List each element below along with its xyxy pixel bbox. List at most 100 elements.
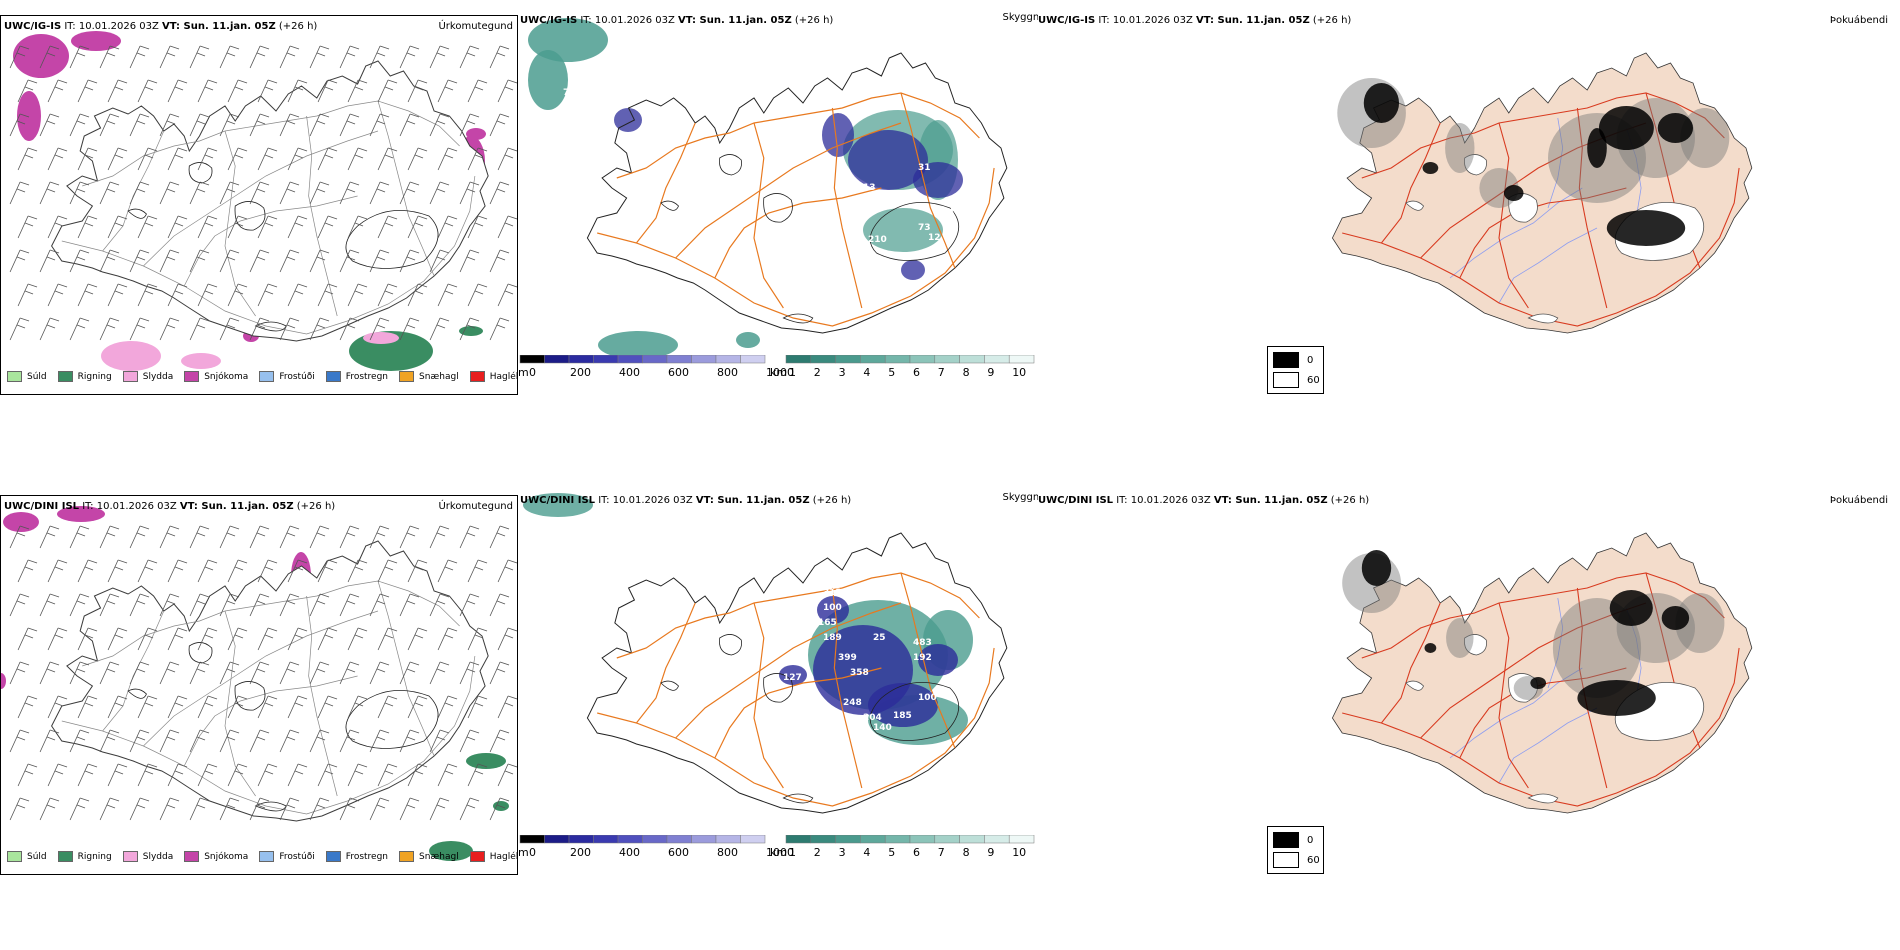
wind-barb <box>249 45 270 69</box>
fog-legend-swatch <box>1273 372 1299 388</box>
cloud-base-tick: 200 <box>570 846 591 859</box>
lead-time: (+26 h) <box>791 15 834 26</box>
wind-barb <box>39 797 60 821</box>
wind-barb <box>69 181 90 205</box>
wind-barb <box>279 45 300 69</box>
panel-title: Skyggni <box>1002 492 1038 503</box>
cloud-base-colorbar-bar <box>519 355 766 364</box>
wind-barb <box>227 559 248 583</box>
fog-gray-area <box>1675 593 1725 653</box>
wind-barb <box>219 525 240 549</box>
wind-barb <box>99 729 120 753</box>
wind-barb <box>39 249 60 273</box>
wind-barb <box>197 559 218 583</box>
wind-barb <box>377 215 398 239</box>
road-line <box>635 122 696 244</box>
legend-swatch <box>184 371 200 382</box>
glacier-outline <box>1405 680 1425 691</box>
wind-barb <box>279 661 300 685</box>
wind-barb <box>99 45 120 69</box>
wind-barb <box>429 317 450 341</box>
map-value-label: 483 <box>913 638 932 648</box>
wind-barb <box>39 181 60 205</box>
river-line <box>1449 187 1583 279</box>
glacier-outline <box>1527 313 1559 324</box>
legend-item: Frostúði <box>259 851 315 862</box>
wind-barb <box>137 215 158 239</box>
wind-barb <box>399 113 420 137</box>
cloud-base-colorbar-bar <box>519 835 766 844</box>
map-value-label: 13 <box>863 183 876 193</box>
wind-barb <box>219 317 240 341</box>
visibility-colorbar-bar <box>785 355 1035 364</box>
wind-barb <box>489 317 510 341</box>
road-line <box>143 130 379 267</box>
wind-barb <box>69 593 90 617</box>
visibility-colorbar-bar <box>785 835 1035 844</box>
wind-barb <box>407 763 428 787</box>
cloud-base-tick: 400 <box>619 846 640 859</box>
rain-area <box>351 351 371 361</box>
fog-legend-swatch <box>1273 832 1299 848</box>
valid-time: Sun. 11.jan. 05Z <box>1217 15 1310 26</box>
wind-barb <box>437 215 458 239</box>
wind-barb <box>39 661 60 685</box>
wind-barb <box>219 797 240 821</box>
valid-time-label: VT: <box>1196 15 1218 26</box>
wind-barb <box>47 215 68 239</box>
wind-barb <box>189 181 210 205</box>
wind-barb <box>189 317 210 341</box>
wind-barb <box>497 215 517 239</box>
legend-label: Frostúði <box>279 851 315 862</box>
colorbar-step <box>544 835 570 844</box>
road-line <box>597 647 995 807</box>
wind-barb <box>287 283 308 307</box>
wind-barb <box>407 215 428 239</box>
fog-dense-area <box>1606 210 1686 246</box>
model-name: UWC/DINI ISL <box>520 495 596 506</box>
wind-barb <box>17 147 38 171</box>
road-line <box>1576 107 1608 309</box>
wind-barb <box>467 283 488 307</box>
visibility-tick: 1 <box>789 846 796 859</box>
wind-barb <box>47 147 68 171</box>
legend-swatch <box>259 371 275 382</box>
visibility-panel: 312 100 165 189 399 358 25 483 192 248 204 140 185 10… <box>518 490 1038 870</box>
map-value-label: 248 <box>843 698 862 708</box>
precip-legend: Súld Rigning Slydda Snjókoma Frostúði Frostre… <box>7 851 517 862</box>
wind-barb <box>407 283 428 307</box>
legend-swatch <box>7 371 22 382</box>
cloud-base-tick: 200 <box>570 366 591 379</box>
wind-barb <box>167 147 188 171</box>
wind-barb <box>69 317 90 341</box>
snow-area <box>1 673 6 689</box>
fog-map <box>1331 52 1753 334</box>
wind-barb <box>159 181 180 205</box>
wind-barb <box>399 317 420 341</box>
wind-barb <box>407 147 428 171</box>
wind-barb <box>407 559 428 583</box>
legend-item: Frostregn <box>325 371 388 382</box>
visibility-tick: 3 <box>838 846 846 859</box>
fog-legend-label: 60 <box>1307 854 1320 866</box>
panel-header: UWC/DINI ISL IT: 10.01.2026 03Z VT: Sun.… <box>4 501 335 512</box>
colorbar-step <box>666 355 692 364</box>
map-value-label: 31 <box>918 163 931 173</box>
wind-barb <box>249 181 270 205</box>
valid-time-label: VT: <box>695 495 718 506</box>
wind-barb <box>369 45 390 69</box>
road-line <box>102 130 165 252</box>
wind-barb <box>339 181 360 205</box>
iceland-map <box>586 52 1008 334</box>
wind-barb <box>47 559 68 583</box>
river-line <box>1498 707 1598 784</box>
glacier-outline <box>1508 673 1538 703</box>
wind-barbs <box>9 525 517 821</box>
wind-barb <box>257 627 278 651</box>
wind-barb <box>377 627 398 651</box>
wind-barb <box>279 525 300 549</box>
wind-barb <box>99 525 120 549</box>
wind-barb <box>489 45 510 69</box>
wind-barb <box>459 661 480 685</box>
legend-swatch <box>7 851 22 862</box>
